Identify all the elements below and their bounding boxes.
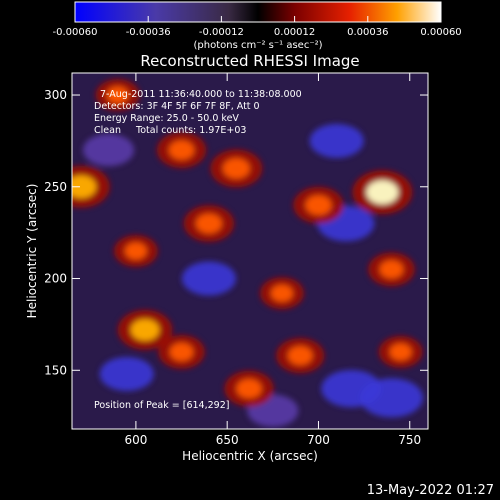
peak-position-label: Position of Peak = [614,292] — [94, 400, 229, 411]
cold-spot — [83, 133, 135, 167]
colorbar-units-label: (photons cm⁻² s⁻¹ asec⁻²) — [193, 40, 322, 51]
x-axis-label: Heliocentric X (arcsec) — [182, 449, 318, 463]
hot-spot — [379, 260, 404, 279]
hot-spot — [389, 343, 412, 361]
hot-spot — [270, 284, 293, 302]
colorbar-tick-label: -0.00060 — [53, 27, 98, 38]
x-tick-label: 600 — [124, 433, 147, 447]
hot-spot — [124, 242, 147, 260]
plot-frame — [71, 72, 429, 430]
heatmap-layer — [72, 79, 423, 427]
colorbar-tick-label: -0.00012 — [199, 27, 244, 38]
cold-spot — [359, 378, 423, 418]
info-line-time: 7-Aug-2011 11:36:40.000 to 11:38:08.000 — [100, 89, 302, 100]
cold-spot — [99, 356, 154, 391]
y-tick-label: 150 — [44, 363, 67, 377]
hot-spot — [195, 213, 222, 234]
info-line-energy: Energy Range: 25.0 - 50.0 keV — [94, 113, 239, 124]
x-tick-label: 700 — [307, 433, 330, 447]
footer-timestamp: 13-May-2022 01:27 — [367, 483, 494, 498]
info-line-counts: Clean Total counts: 1.97E+03 — [94, 125, 246, 136]
cold-spot — [181, 261, 236, 296]
y-axis-label: Heliocentric Y (arcsec) — [25, 184, 39, 319]
hot-spot — [305, 195, 332, 216]
cold-spot — [309, 123, 364, 158]
colorbar-tick-label: 0.00060 — [420, 27, 461, 38]
colorbar-ticks: -0.00060 -0.00036 -0.00012 0.00012 0.00036 0.… — [53, 16, 462, 38]
hot-spot — [130, 319, 160, 341]
info-line-detectors: Detectors: 3F 4F 5F 6F 7F 8F, Att 0 — [94, 101, 260, 112]
colorbar-tick-label: 0.00012 — [274, 27, 315, 38]
x-tick-label: 750 — [398, 433, 421, 447]
hot-spot — [106, 86, 129, 104]
axis-ticks: 600 650 700 750 150 200 250 300 — [44, 73, 428, 447]
hot-spot — [168, 140, 195, 160]
colorbar-tick-label: 0.00036 — [347, 27, 388, 38]
colorbar — [74, 1, 442, 23]
y-tick-label: 250 — [44, 180, 67, 194]
y-tick-label: 300 — [44, 88, 67, 102]
hot-spot — [287, 346, 313, 366]
hot-spot — [72, 175, 97, 199]
chart-title: Reconstructed RHESSI Image — [140, 52, 359, 70]
x-tick-label: 650 — [216, 433, 239, 447]
hot-spot — [366, 180, 399, 205]
hot-spot — [169, 342, 194, 362]
colorbar-tick-label: -0.00036 — [126, 27, 171, 38]
y-tick-label: 200 — [44, 272, 67, 286]
hot-spot — [222, 158, 250, 179]
hot-spot — [236, 378, 262, 399]
